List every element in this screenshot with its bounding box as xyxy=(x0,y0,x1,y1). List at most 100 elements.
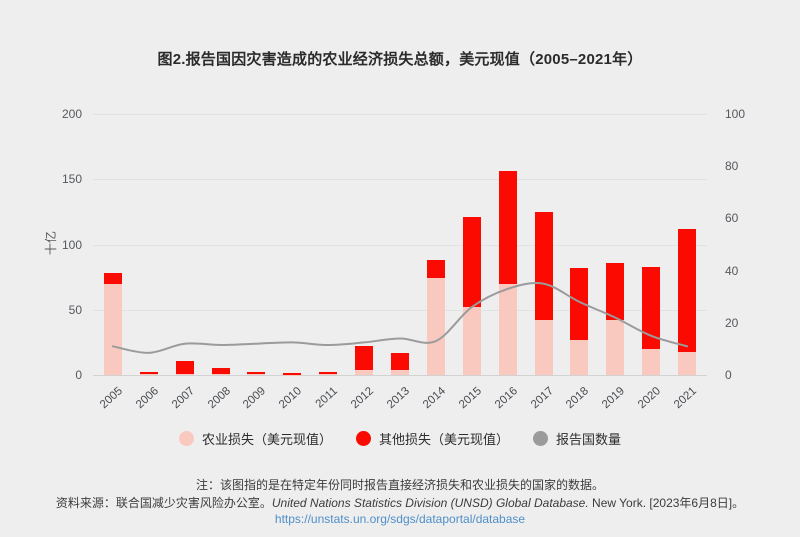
bar-2018 xyxy=(570,268,589,375)
reporting-countries-dot-icon xyxy=(533,431,548,446)
other-losses-segment-2011 xyxy=(319,372,338,375)
gridline-100 xyxy=(93,244,707,246)
bar-2017 xyxy=(534,211,553,375)
source-link[interactable]: https://unstats.un.org/sdgs/dataportal/d… xyxy=(274,512,526,526)
agriculture-losses-segment-2018 xyxy=(570,339,589,375)
right-axis-tick-20: 20 xyxy=(725,315,739,330)
right-axis-tick-0: 0 xyxy=(725,368,732,382)
legend-label-reporting-countries: 报告国数量 xyxy=(556,432,622,447)
left-axis-tick-50: 50 xyxy=(68,302,82,317)
source-suffix: New York. [2023年6月8日]。 xyxy=(588,496,745,510)
figure-note: 注：该图指的是在特定年份同时报告直接经济损失和农业损失的国家的数据。 xyxy=(195,478,604,492)
x-axis-label-2014: 2014 xyxy=(420,385,448,412)
other-losses-segment-2020 xyxy=(642,266,661,349)
x-axis-label-2012: 2012 xyxy=(349,385,377,412)
figure-title: 图2.报告国因灾害造成的农业经济损失总额，美元现值（2005–2021年） xyxy=(157,51,643,68)
other-losses-segment-2021 xyxy=(678,228,697,352)
chart-legend: 农业损失（美元现值） 其他损失（美元现值） 报告国数量 xyxy=(0,429,800,448)
agriculture-losses-segment-2021 xyxy=(678,351,697,375)
agriculture-losses-dot-icon xyxy=(178,431,194,446)
x-axis-label-2016: 2016 xyxy=(492,385,520,412)
other-losses-segment-2009 xyxy=(247,372,266,375)
source-line: 资料来源：联合国减少灾害风险办公室。United Nations Statist… xyxy=(0,494,800,511)
bar-2007 xyxy=(175,360,194,375)
bar-2019 xyxy=(606,262,625,375)
bar-2016 xyxy=(498,171,517,375)
reporting-countries-line xyxy=(111,282,689,354)
x-axis-label-2008: 2008 xyxy=(205,385,233,412)
agriculture-losses-segment-2014 xyxy=(426,278,445,375)
x-axis-labels: 2005 2006 2007 2008 2009 2010 2011 2012 2013 2014… xyxy=(95,377,705,419)
gridline-50 xyxy=(93,309,707,311)
left-axis-tick-200: 200 xyxy=(61,107,82,121)
x-axis-label-2010: 2010 xyxy=(277,385,305,412)
other-losses-segment-2010 xyxy=(283,373,302,375)
other-losses-segment-2013 xyxy=(391,352,409,370)
agriculture-losses-segment-2016 xyxy=(498,283,517,375)
left-axis-ticks: 0 50 100 150 200 xyxy=(40,107,86,382)
other-losses-segment-2007 xyxy=(175,360,194,375)
bar-2015 xyxy=(462,217,481,375)
bar-2005 xyxy=(103,273,122,375)
agriculture-losses-segment-2007 xyxy=(175,374,194,375)
x-axis-label-2019: 2019 xyxy=(600,385,628,412)
other-losses-segment-2008 xyxy=(211,367,230,375)
x-axis-label-2017: 2017 xyxy=(528,385,556,412)
bar-2020 xyxy=(642,266,661,375)
other-losses-segment-2006 xyxy=(139,372,158,375)
gridline-0 xyxy=(93,375,707,376)
plot-area xyxy=(93,114,707,376)
other-losses-segment-2012 xyxy=(355,346,374,370)
bar-2006 xyxy=(139,372,158,375)
agriculture-losses-segment-2011 xyxy=(319,374,338,375)
right-axis-tick-40: 40 xyxy=(725,263,739,278)
legend-item-agriculture-losses: 农业损失（美元现值） xyxy=(178,429,332,448)
other-losses-segment-2017 xyxy=(534,211,553,321)
x-axis-label-2005: 2005 xyxy=(97,385,125,412)
agriculture-losses-segment-2019 xyxy=(606,320,625,375)
bar-2012 xyxy=(355,346,374,375)
x-axis-label-2006: 2006 xyxy=(133,385,161,412)
bar-2009 xyxy=(247,372,266,375)
agriculture-losses-segment-2017 xyxy=(534,320,553,375)
other-losses-segment-2014 xyxy=(426,260,445,279)
legend-item-other-losses: 其他损失（美元现值） xyxy=(355,429,509,448)
x-axis-label-2011: 2011 xyxy=(313,385,341,411)
other-losses-segment-2019 xyxy=(606,262,625,321)
right-axis-tick-80: 80 xyxy=(725,159,739,174)
x-axis-label-2020: 2020 xyxy=(636,385,664,412)
other-losses-dot-icon xyxy=(355,431,371,446)
agriculture-losses-segment-2006 xyxy=(139,374,158,375)
gridline-200 xyxy=(93,114,707,115)
agriculture-losses-segment-2020 xyxy=(642,348,661,375)
agriculture-losses-segment-2013 xyxy=(391,369,409,375)
source-prefix: 资料来源：联合国减少灾害风险办公室。 xyxy=(55,496,272,510)
other-losses-segment-2016 xyxy=(498,171,517,284)
x-axis-label-2007: 2007 xyxy=(169,385,197,412)
legend-label-other-losses: 其他损失（美元现值） xyxy=(378,432,509,447)
bar-2008 xyxy=(211,367,230,375)
x-axis-label-2015: 2015 xyxy=(456,385,484,412)
x-axis-label-2018: 2018 xyxy=(564,385,592,412)
bar-2021 xyxy=(678,228,697,375)
legend-item-reporting-countries: 报告国数量 xyxy=(533,429,621,448)
bar-2010 xyxy=(283,373,302,375)
source-database-name: United Nations Statistics Division (UNSD… xyxy=(271,496,589,510)
other-losses-segment-2015 xyxy=(462,217,481,308)
bar-2014 xyxy=(426,260,445,375)
bar-2011 xyxy=(319,372,338,375)
other-losses-segment-2005 xyxy=(103,273,122,284)
other-losses-segment-2018 xyxy=(570,268,589,340)
agriculture-losses-segment-2015 xyxy=(462,307,481,375)
right-axis-ticks: 0 20 40 60 80 100 xyxy=(725,107,771,382)
agriculture-losses-segment-2012 xyxy=(355,369,374,375)
x-axis-label-2021: 2021 xyxy=(672,385,700,412)
source-link-line: https://unstats.un.org/sdgs/dataportal/d… xyxy=(0,512,800,526)
right-axis-tick-60: 60 xyxy=(725,211,739,226)
legend-label-agriculture-losses: 农业损失（美元现值） xyxy=(201,432,332,447)
agriculture-losses-segment-2008 xyxy=(211,374,230,375)
x-axis-label-2009: 2009 xyxy=(241,385,269,412)
x-axis-label-2013: 2013 xyxy=(384,385,413,412)
gridline-150 xyxy=(93,179,707,181)
